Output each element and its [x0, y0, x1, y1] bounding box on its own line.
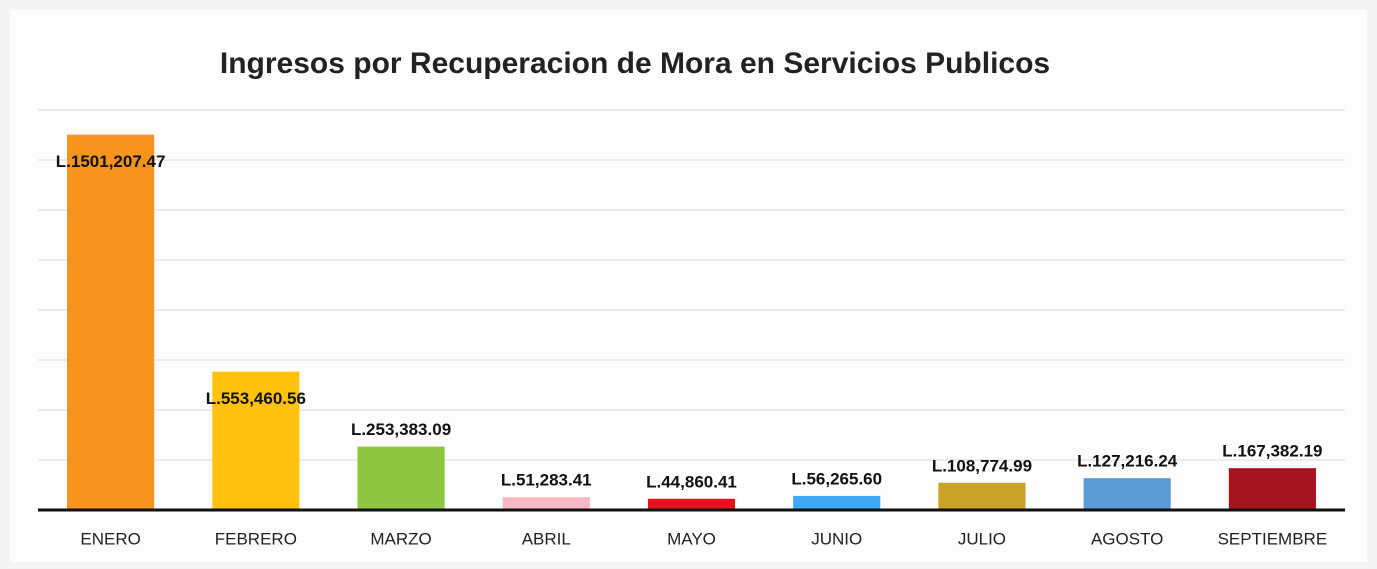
data-label: L.1501,207.47 — [56, 152, 166, 171]
bar — [67, 134, 155, 511]
x-tick-label: ENERO — [80, 529, 140, 548]
data-label: L.56,265.60 — [791, 469, 882, 488]
data-label: L.253,383.09 — [351, 420, 451, 439]
bar — [647, 498, 736, 510]
x-tick-label: MARZO — [370, 529, 431, 548]
x-tick-label: SEPTIEMBRE — [1218, 529, 1328, 548]
bar — [938, 482, 1026, 510]
data-label: L.553,460.56 — [206, 389, 306, 408]
x-tick-label: JULIO — [958, 529, 1006, 548]
x-tick-label: ABRIL — [522, 529, 571, 548]
data-label: L.127,216.24 — [1077, 452, 1178, 471]
data-label: L.51,283.41 — [501, 471, 592, 490]
bar — [1228, 468, 1316, 510]
bar — [212, 371, 300, 510]
data-label: L.108,774.99 — [932, 456, 1032, 475]
bar — [502, 497, 590, 510]
bar — [357, 446, 445, 510]
data-label: L.167,382.19 — [1222, 442, 1322, 461]
bar — [1083, 478, 1171, 510]
x-tick-label: MAYO — [667, 529, 716, 548]
x-tick-label: FEBRERO — [215, 529, 297, 548]
chart-title: Ingresos por Recuperacion de Mora en Ser… — [220, 47, 1050, 80]
bar — [793, 495, 881, 510]
x-tick-label: JUNIO — [811, 529, 862, 548]
data-label: L.44,860.41 — [646, 472, 737, 491]
x-tick-label: AGOSTO — [1091, 529, 1163, 548]
